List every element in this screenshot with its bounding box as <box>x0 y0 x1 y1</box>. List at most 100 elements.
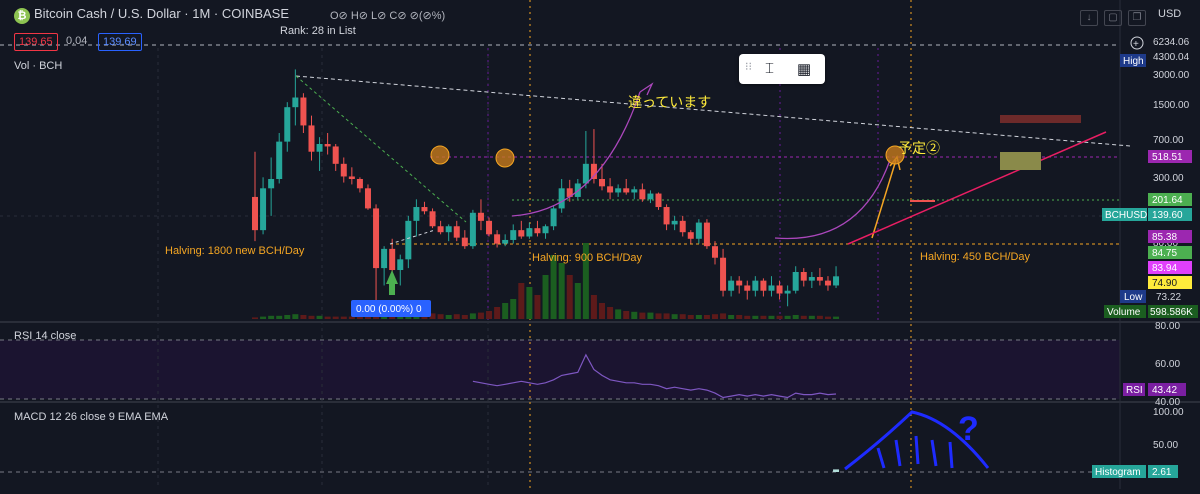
candle-body <box>728 280 735 291</box>
volume-bar <box>679 314 686 319</box>
restore-icon[interactable]: ❐ <box>1128 10 1146 26</box>
volume-bar <box>566 275 573 319</box>
histogram-value-tag <box>1148 465 1178 478</box>
candle-body <box>397 259 404 271</box>
volume-bar <box>744 315 751 319</box>
rsi-pane-bg <box>0 340 1120 399</box>
rsi-label[interactable]: RSI 14 close <box>14 330 77 342</box>
candle-body <box>833 276 840 286</box>
volume-bar <box>574 283 581 319</box>
candle-body <box>340 163 347 177</box>
red-trend-line <box>847 131 1107 245</box>
candle-body <box>534 228 541 234</box>
add-level-icon <box>1130 36 1144 50</box>
candle-body <box>736 280 743 286</box>
price-tag-value: 85.38 <box>1152 232 1177 243</box>
rsi-tag-label: RSI <box>1126 385 1143 396</box>
candle-body <box>477 212 484 221</box>
rsi-series <box>472 353 837 399</box>
macd-label[interactable]: MACD 12 26 close 9 EMA EMA <box>14 411 169 423</box>
candle-body <box>784 290 791 294</box>
candle-body <box>502 239 509 244</box>
candle-body <box>292 97 299 108</box>
price-tag <box>1148 208 1192 221</box>
volume-bar <box>824 316 831 319</box>
blue-hatch-line <box>930 439 938 467</box>
sell-button[interactable]: 139.65 <box>14 33 58 51</box>
volume-bar <box>663 313 670 319</box>
blue-hatch-line <box>914 435 920 465</box>
candle-body <box>711 246 718 258</box>
candle-body <box>550 208 557 227</box>
candle-body <box>389 248 396 271</box>
volume-bar <box>590 295 597 319</box>
jp-note-2: 予定② <box>898 140 940 156</box>
candle-body <box>437 226 444 233</box>
candle-body <box>760 280 767 291</box>
candle-body <box>413 207 420 221</box>
target-zone-box <box>1000 152 1041 170</box>
volume-bar <box>671 314 678 319</box>
price-axis-label: 1500.00 <box>1153 100 1190 111</box>
high-tag-label: High <box>1123 56 1144 67</box>
candle-body <box>679 220 686 233</box>
candle-body <box>744 285 751 291</box>
candle-body <box>526 228 533 237</box>
jp-note-1: 違っています <box>628 94 711 110</box>
volume-bar <box>599 303 606 319</box>
volume-label[interactable]: Vol · BCH <box>14 60 63 72</box>
price-axis-label: 6234.06 <box>1153 37 1190 48</box>
blue-freehand-drawing <box>844 410 990 471</box>
table-grid-icon[interactable]: ▦ <box>797 61 812 78</box>
volume-bar <box>510 299 517 319</box>
candle-body <box>647 193 654 200</box>
candle-body <box>808 277 815 281</box>
marker-circle <box>430 145 450 165</box>
pct-box <box>351 300 431 317</box>
rank-label: Rank: 28 in List <box>280 25 356 37</box>
candle-body <box>381 248 388 269</box>
candle-body <box>494 234 501 244</box>
symbol-tag-label: BCHUSD <box>1105 210 1147 221</box>
volume-bar <box>558 263 565 319</box>
volume-bar <box>808 315 815 319</box>
trend-line-dashed <box>295 75 1131 147</box>
candle-body <box>284 107 291 142</box>
rsi-value-tag <box>1148 383 1186 396</box>
macd-axis-label: 100.00 <box>1153 407 1184 418</box>
buy-button[interactable]: 139.69 <box>98 33 142 51</box>
volume-bar <box>276 315 283 319</box>
candle-body <box>623 188 630 193</box>
trend-line-short <box>389 229 436 245</box>
collapse-icon[interactable]: ↓ <box>1080 10 1098 26</box>
candle-body <box>421 207 428 212</box>
volume-bar <box>816 315 823 319</box>
blue-hatch-line <box>948 441 954 469</box>
candle-body <box>276 141 283 179</box>
volume-bar <box>800 315 807 319</box>
candle-body <box>268 179 275 189</box>
currency-selector[interactable]: USD <box>1158 8 1182 20</box>
volume-bar <box>776 315 783 319</box>
volume-bar <box>252 317 258 319</box>
user-drawings: ? Halving: 1800 new BCH/Day Halving: 900 B… <box>165 75 1131 471</box>
candle-body <box>816 277 823 281</box>
volume-tag-value: 598.586K <box>1150 307 1193 318</box>
candle-body <box>615 188 622 193</box>
volume-bar <box>502 303 509 319</box>
maximize-icon[interactable]: ▢ <box>1104 10 1122 26</box>
text-cursor-icon[interactable]: ⌶ <box>765 60 775 77</box>
candle-body <box>469 212 476 247</box>
drag-handle-icon[interactable]: ⁝⁝ <box>745 61 752 73</box>
volume-bar <box>300 315 307 319</box>
candle-body <box>453 226 460 238</box>
ohlc-readout: O⊘ H⊘ L⊘ C⊘ ⊘(⊘%) <box>330 10 446 22</box>
volume-bar <box>736 315 743 319</box>
candle-body <box>260 188 267 231</box>
candle-body <box>631 189 638 193</box>
candle-series <box>252 69 840 314</box>
price-tag-value: 74.90 <box>1152 278 1177 289</box>
low-tag <box>1120 290 1146 303</box>
symbol-title[interactable]: Bitcoin Cash / U.S. Dollar · 1M · COINBA… <box>34 6 290 21</box>
